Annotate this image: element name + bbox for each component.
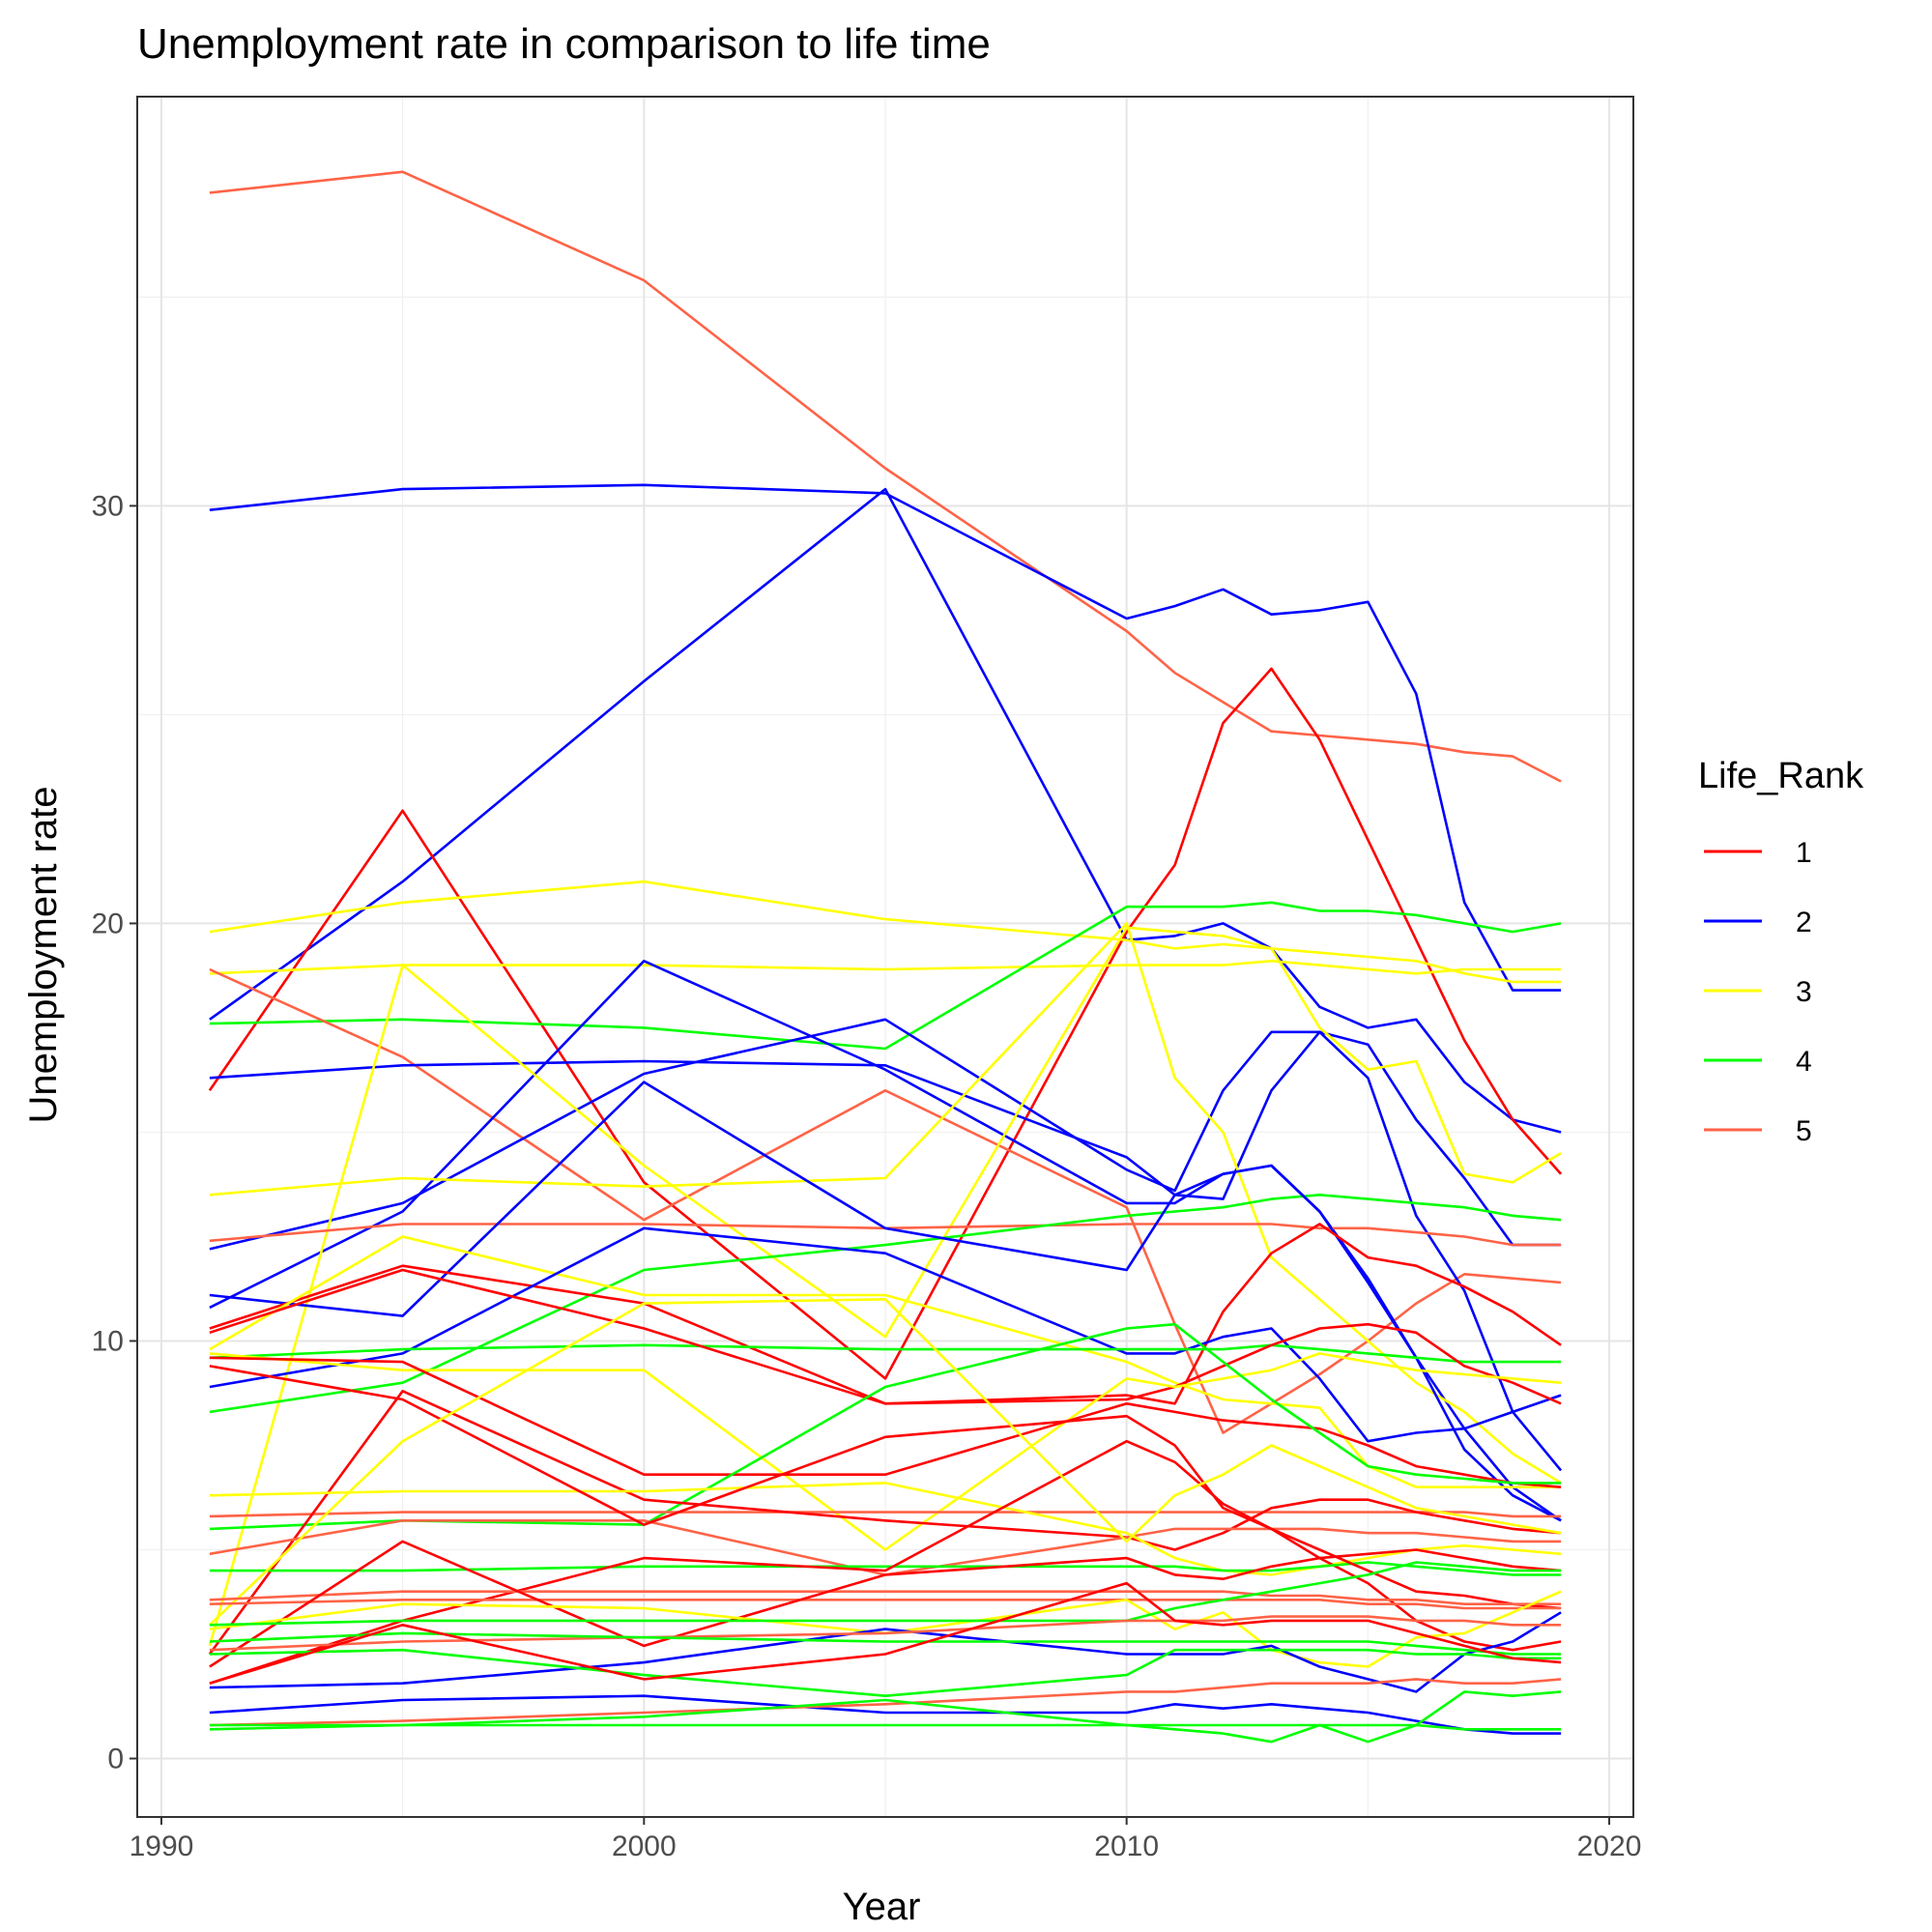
y-tick-label: 30 bbox=[92, 490, 124, 522]
series-line-rank-1 bbox=[209, 1439, 1562, 1685]
series-line-rank-5 bbox=[209, 1599, 1562, 1610]
series-line-rank-2 bbox=[209, 1226, 1562, 1443]
series-line-rank-4 bbox=[209, 1648, 1562, 1697]
y-axis: 0 10 20 30 bbox=[92, 490, 137, 1775]
series-line-rank-2 bbox=[209, 1030, 1563, 1472]
series-line-rank-2 bbox=[209, 1018, 1562, 1251]
series-line-rank-5 bbox=[209, 1590, 1562, 1605]
series-lines bbox=[208, 170, 1563, 1744]
series-line-rank-1 bbox=[208, 1390, 1562, 1656]
series-line-rank-3 bbox=[209, 922, 1562, 1485]
legend: Life_Rank 1 2 3 4 5 bbox=[1698, 756, 1864, 1147]
series-line-rank-1 bbox=[209, 1223, 1562, 1405]
series-line-rank-4 bbox=[209, 1631, 1562, 1656]
series-line-rank-3 bbox=[209, 1298, 1562, 1627]
legend-title: Life_Rank bbox=[1698, 756, 1864, 796]
series-line-rank-3 bbox=[209, 959, 1562, 975]
series-line-rank-4 bbox=[209, 1194, 1562, 1414]
series-line-rank-4 bbox=[209, 1561, 1562, 1627]
series-line-rank-1 bbox=[209, 1581, 1562, 1685]
series-line-rank-3 bbox=[209, 1352, 1562, 1551]
series-line-rank-5 bbox=[209, 1615, 1562, 1652]
legend-entries: 1 2 3 4 5 bbox=[1704, 837, 1812, 1147]
minor-gridlines bbox=[137, 97, 1633, 1817]
legend-label-5: 5 bbox=[1796, 1115, 1812, 1147]
legend-label-3: 3 bbox=[1796, 976, 1812, 1008]
series-line-rank-3 bbox=[209, 1235, 1562, 1488]
legend-label-2: 2 bbox=[1796, 907, 1812, 938]
x-tick-label: 2000 bbox=[612, 1831, 677, 1862]
series-line-rank-5 bbox=[209, 170, 1562, 783]
x-axis: 1990 2000 2010 2020 bbox=[130, 1817, 1642, 1862]
series-line-rank-3 bbox=[209, 879, 1562, 984]
series-line-rank-3 bbox=[208, 926, 1562, 1647]
x-tick-label: 2020 bbox=[1577, 1831, 1642, 1862]
x-tick-label: 2010 bbox=[1094, 1831, 1159, 1862]
series-line-rank-2 bbox=[209, 1081, 1562, 1522]
series-line-rank-1 bbox=[209, 1356, 1562, 1488]
series-line-rank-4 bbox=[209, 901, 1562, 1051]
x-tick-label: 1990 bbox=[130, 1831, 194, 1862]
legend-label-1: 1 bbox=[1796, 837, 1812, 869]
major-gridlines bbox=[137, 97, 1633, 1817]
series-line-rank-1 bbox=[209, 1268, 1562, 1405]
y-axis-title: Unemployment rate bbox=[22, 786, 65, 1123]
series-line-rank-4 bbox=[209, 1690, 1562, 1744]
series-line-rank-5 bbox=[209, 1223, 1562, 1247]
series-line-rank-5 bbox=[209, 1519, 1562, 1576]
legend-label-4: 4 bbox=[1796, 1046, 1812, 1078]
series-line-rank-4 bbox=[209, 1322, 1562, 1531]
series-line-rank-3 bbox=[209, 1590, 1562, 1668]
y-tick-label: 0 bbox=[107, 1744, 124, 1775]
series-line-rank-1 bbox=[209, 1540, 1562, 1668]
series-line-rank-5 bbox=[209, 1678, 1562, 1727]
series-line-rank-2 bbox=[209, 487, 1562, 1134]
chart-title: Unemployment rate in comparison to life … bbox=[137, 20, 991, 68]
series-line-rank-1 bbox=[208, 667, 1563, 1380]
y-tick-label: 20 bbox=[92, 908, 124, 939]
y-tick-label: 10 bbox=[92, 1325, 124, 1357]
series-line-rank-4 bbox=[209, 1561, 1562, 1576]
series-line-rank-1 bbox=[209, 1365, 1562, 1652]
x-axis-title: Year bbox=[843, 1886, 921, 1928]
series-line-rank-4 bbox=[209, 1723, 1562, 1731]
series-line-rank-5 bbox=[209, 1511, 1562, 1518]
series-line-rank-2 bbox=[209, 483, 1562, 992]
plot-panel-border bbox=[136, 96, 1634, 1818]
